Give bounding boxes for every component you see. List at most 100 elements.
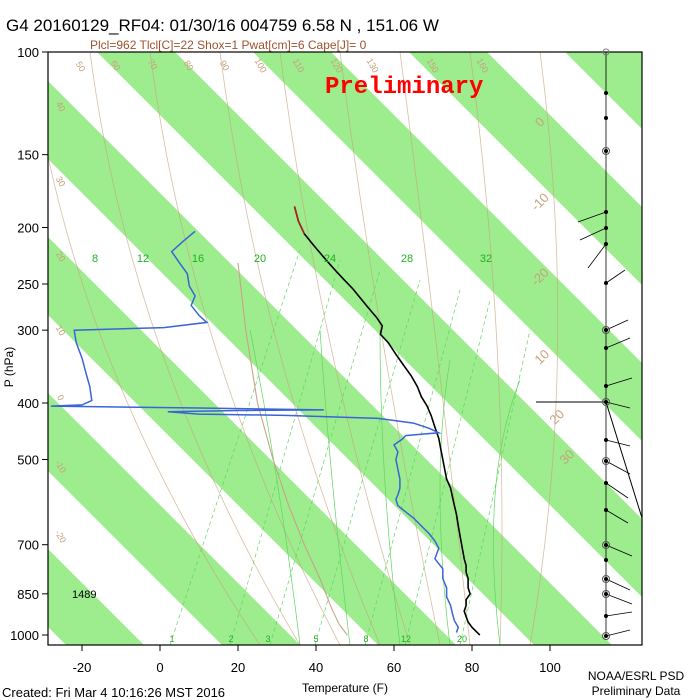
wind-circle	[602, 575, 610, 583]
wind-barb	[605, 401, 631, 409]
wind-barb	[605, 578, 631, 591]
dry-adiabat-label: 90	[218, 59, 232, 73]
dry-adiabat-left-label: 20	[54, 250, 68, 264]
x-tick-label: 20	[231, 660, 245, 675]
temperature-bands	[48, 52, 642, 645]
mixing-ratio-label: 20	[254, 253, 266, 265]
wind-barb-column	[536, 48, 643, 646]
wind-dot	[604, 91, 608, 95]
isotherm-label: 20	[546, 406, 567, 427]
x-tick-label: 0	[156, 660, 163, 675]
dry-adiabat-label: 60	[109, 59, 123, 73]
x-tick-label: 100	[539, 660, 561, 675]
wind-circle	[602, 541, 610, 549]
wind-frame-line	[536, 401, 643, 646]
green-band	[253, 52, 642, 441]
mixing-ratio-label: 32	[480, 253, 492, 265]
x-tick-label: 60	[387, 660, 401, 675]
wind-barb	[605, 269, 626, 284]
dry-adiabat-label: 80	[182, 59, 196, 73]
mixing-ratio-line	[459, 329, 531, 645]
thermodynamic-guide-lines	[48, 52, 559, 645]
wind-barb	[605, 629, 631, 637]
temperature-top-segment	[293, 206, 306, 235]
wind-dot	[604, 149, 608, 153]
wind-circle	[602, 147, 610, 155]
wind-barb	[605, 439, 631, 447]
mixing-ratio-bottom-label: 8	[363, 634, 368, 644]
temperature-profile-line	[293, 206, 481, 636]
wind-barb	[605, 593, 633, 605]
dry-adiabat-line	[529, 52, 559, 645]
moist-adiabat-line	[493, 379, 521, 645]
y-tick-label: 400	[17, 396, 39, 411]
isotherm-label: 10	[531, 346, 552, 367]
green-band	[409, 52, 642, 285]
y-tick-label: 250	[17, 277, 39, 292]
green-band	[48, 393, 300, 645]
moist-adiabat-line	[439, 359, 451, 645]
mixing-ratio-label: 12	[137, 253, 149, 265]
dry-adiabat-line	[89, 52, 301, 645]
dry-adiabat-line	[339, 52, 441, 645]
y-tick-label: 150	[17, 148, 39, 163]
wind-barb	[605, 544, 633, 557]
dry-adiabat-line	[279, 52, 411, 645]
dry-adiabat-line	[469, 52, 503, 645]
x-tick-label: -20	[73, 660, 92, 675]
wind-circle	[602, 457, 610, 465]
wind-circle	[602, 398, 610, 406]
wind-barb	[605, 337, 631, 349]
green-band	[48, 549, 144, 645]
wind-circle	[602, 632, 610, 640]
created-timestamp: Created: Fri Mar 4 10:16:26 MST 2016	[2, 685, 225, 700]
mixing-ratio-bottom-label: 2	[228, 634, 233, 644]
wind-barb	[605, 319, 629, 331]
dry-adiabat-left-label: 10	[54, 324, 68, 338]
y-tick-label: 100	[17, 45, 39, 60]
mixing-ratio-label: 28	[401, 253, 413, 265]
moist-adiabat-line	[319, 329, 351, 645]
wind-barb	[577, 211, 607, 223]
wind-barb	[605, 611, 633, 617]
sounding-profiles	[50, 206, 481, 636]
mixing-ratio-bottom-label: 5	[313, 634, 318, 644]
wind-dot	[604, 558, 608, 562]
mixing-ratio-line	[404, 299, 491, 645]
dry-adiabat-label: 50	[74, 60, 88, 74]
wind-barb	[587, 243, 607, 269]
mixing-ratio-bottom-label: 12	[401, 634, 411, 644]
dry-adiabat-line	[149, 52, 341, 645]
mixing-ratio-line	[269, 269, 381, 645]
dry-adiabat-line	[399, 52, 471, 645]
y-tick-label: 850	[17, 587, 39, 602]
x-axis-label: Temperature (F)	[302, 681, 388, 695]
mixing-ratio-line	[169, 249, 301, 645]
dry-adiabat-left-label: 40	[54, 100, 68, 114]
wind-barb	[605, 377, 633, 387]
green-band	[565, 52, 642, 129]
mixing-ratio-label: 8	[92, 253, 98, 265]
preliminary-watermark: Preliminary	[325, 74, 483, 101]
y-axis-label: P (hPa)	[2, 347, 16, 387]
credit-line-1: NOAA/ESRL PSD	[588, 669, 685, 683]
green-band	[97, 52, 642, 597]
wind-barb	[605, 509, 629, 524]
mixing-ratio-line	[364, 289, 461, 645]
wind-barb	[605, 482, 629, 499]
y-tick-label: 700	[17, 538, 39, 553]
chart-title: G4 20160129_RF04: 01/30/16 004759 6.58 N…	[6, 16, 439, 35]
green-band	[48, 81, 612, 645]
dry-adiabat-left-label: 30	[54, 175, 68, 189]
wind-calm-marker	[602, 48, 610, 56]
moist-adiabat-line	[249, 329, 301, 645]
moist-adiabat-line	[379, 329, 401, 645]
y-tick-label: 300	[17, 323, 39, 338]
wind-circle	[602, 590, 610, 598]
y-tick-label: 1000	[10, 628, 39, 643]
wind-dot	[604, 116, 608, 120]
x-tick-label: 40	[309, 660, 323, 675]
dry-adiabat-left-label: -20	[53, 528, 68, 544]
mixing-ratio-label: 24	[324, 253, 336, 265]
